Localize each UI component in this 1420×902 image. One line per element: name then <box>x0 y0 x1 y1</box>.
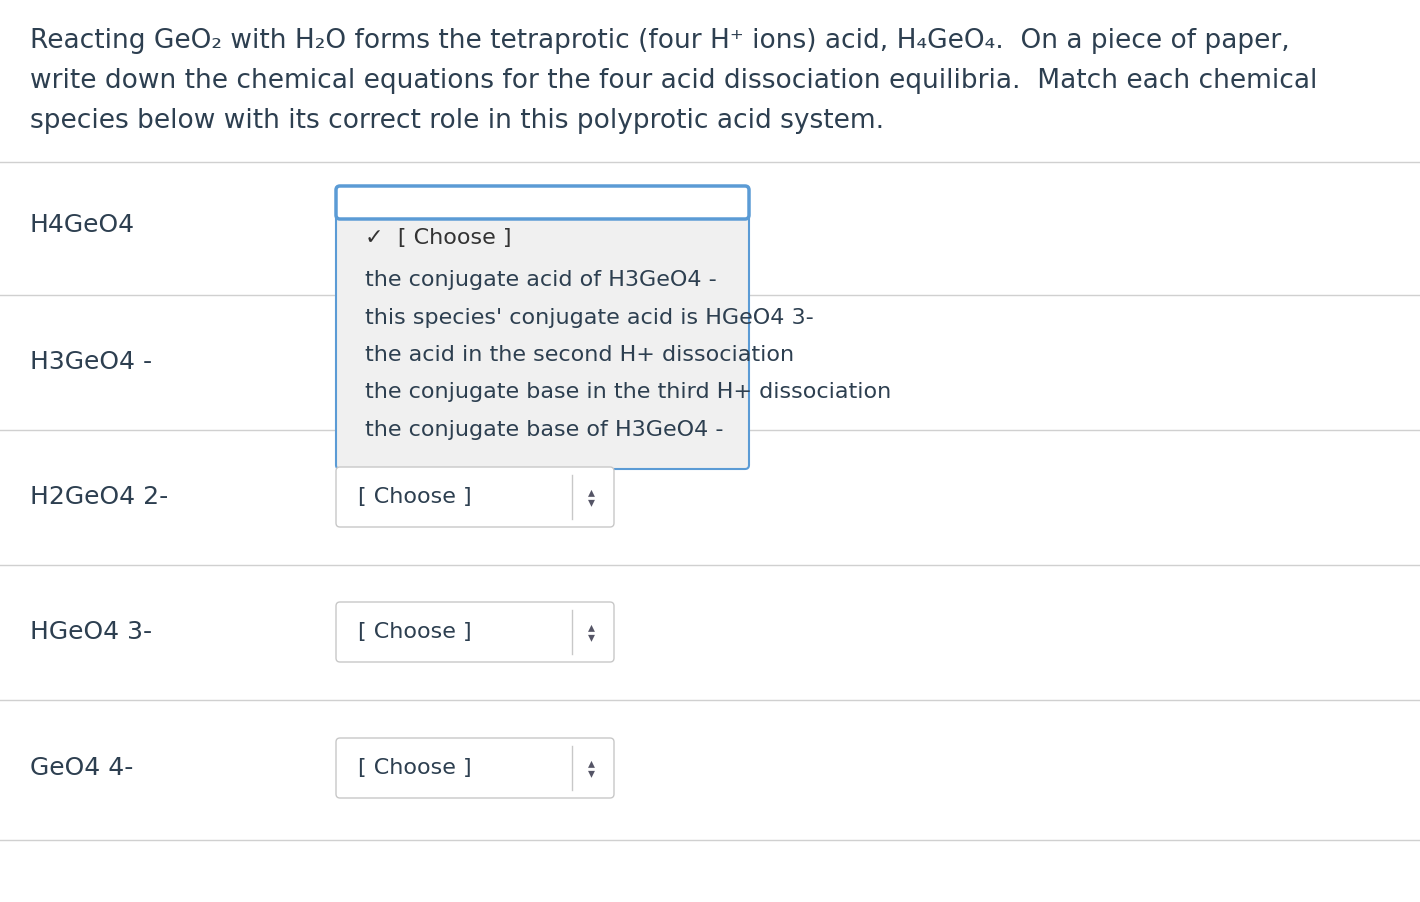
Text: the conjugate base in the third H+ dissociation: the conjugate base in the third H+ disso… <box>365 382 892 402</box>
FancyBboxPatch shape <box>337 602 613 662</box>
Text: ▴: ▴ <box>588 485 595 499</box>
Text: [ Choose ]: [ Choose ] <box>358 622 471 642</box>
Text: ▴: ▴ <box>588 756 595 770</box>
Text: ▾: ▾ <box>588 495 595 509</box>
Text: species below with its correct role in this polyprotic acid system.: species below with its correct role in t… <box>30 108 885 134</box>
Text: ✓  [ Choose ]: ✓ [ Choose ] <box>365 228 511 248</box>
FancyBboxPatch shape <box>337 738 613 798</box>
Text: the acid in the second H+ dissociation: the acid in the second H+ dissociation <box>365 345 794 365</box>
Text: H4GeO4: H4GeO4 <box>30 213 135 237</box>
Text: the conjugate acid of H3GeO4 -: the conjugate acid of H3GeO4 - <box>365 270 717 290</box>
Text: ▾: ▾ <box>588 766 595 780</box>
Text: the conjugate base of H3GeO4 -: the conjugate base of H3GeO4 - <box>365 420 724 440</box>
Text: ▾: ▾ <box>588 630 595 644</box>
Text: write down the chemical equations for the four acid dissociation equilibria.  Ma: write down the chemical equations for th… <box>30 68 1318 94</box>
Text: H2GeO4 2-: H2GeO4 2- <box>30 485 168 509</box>
Text: Reacting GeO₂ with H₂O forms the tetraprotic (four H⁺ ions) acid, H₄GeO₄.  On a : Reacting GeO₂ with H₂O forms the tetrapr… <box>30 28 1289 54</box>
Text: ▴: ▴ <box>588 620 595 634</box>
Text: [ Choose ]: [ Choose ] <box>358 487 471 507</box>
Text: GeO4 4-: GeO4 4- <box>30 756 133 780</box>
Text: HGeO4 3-: HGeO4 3- <box>30 620 152 644</box>
FancyBboxPatch shape <box>337 186 748 469</box>
FancyBboxPatch shape <box>337 186 748 219</box>
Text: H3GeO4 -: H3GeO4 - <box>30 350 152 374</box>
FancyBboxPatch shape <box>337 467 613 527</box>
Text: this species' conjugate acid is HGeO4 3-: this species' conjugate acid is HGeO4 3- <box>365 308 814 328</box>
Text: [ Choose ]: [ Choose ] <box>358 758 471 778</box>
